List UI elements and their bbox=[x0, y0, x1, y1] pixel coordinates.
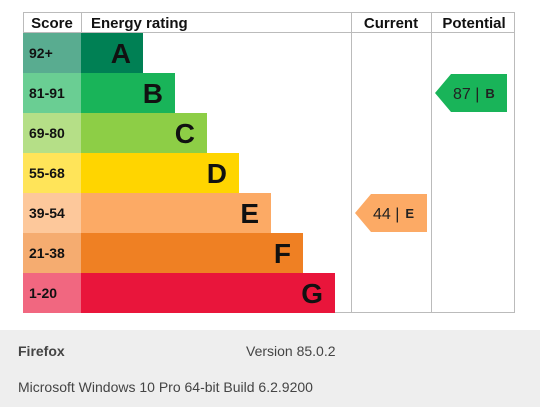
potential-arrow bbox=[435, 74, 507, 112]
rating-letter-f: F bbox=[274, 238, 291, 269]
rating-letter-g: G bbox=[301, 278, 323, 309]
score-cell-g bbox=[23, 273, 81, 313]
rating-letter-c: C bbox=[175, 118, 195, 149]
rating-bar-f bbox=[81, 233, 303, 273]
header-energy-rating: Energy rating bbox=[91, 15, 188, 32]
operating-system: Microsoft Windows 10 Pro 64-bit Build 6.… bbox=[18, 379, 313, 395]
score-label-f: 21-38 bbox=[29, 245, 65, 261]
score-label-d: 55-68 bbox=[29, 165, 65, 181]
score-cell-a bbox=[23, 33, 81, 73]
header-current: Current bbox=[364, 15, 418, 32]
rating-letter-d: D bbox=[207, 158, 227, 189]
browser-name: Firefox bbox=[18, 343, 65, 359]
score-label-c: 69-80 bbox=[29, 125, 65, 141]
score-label-b: 81-91 bbox=[29, 85, 65, 101]
browser-info-panel: Firefox Version 85.0.2 Microsoft Windows… bbox=[0, 330, 540, 407]
score-label-a: 92+ bbox=[29, 45, 53, 61]
rating-bar-a bbox=[81, 33, 143, 73]
rating-letter-b: B bbox=[143, 78, 163, 109]
rating-bar-g bbox=[81, 273, 335, 313]
score-cell-f bbox=[23, 233, 81, 273]
rating-bar-c bbox=[81, 113, 207, 153]
current-letter: E bbox=[405, 206, 414, 221]
energy-rating-chart: Score Energy rating Current Potential 92… bbox=[23, 12, 515, 313]
score-cell-d bbox=[23, 153, 81, 193]
header-potential: Potential bbox=[442, 15, 505, 32]
current-value: 44 | bbox=[373, 206, 399, 223]
rating-bar-d bbox=[81, 153, 239, 193]
rating-bar-e bbox=[81, 193, 271, 233]
rating-bar-b bbox=[81, 73, 175, 113]
browser-version: Version 85.0.2 bbox=[246, 343, 336, 359]
potential-value: 87 | bbox=[453, 86, 479, 103]
rating-arrows: 44 | E 87 | B bbox=[355, 74, 507, 232]
current-arrow bbox=[355, 194, 427, 232]
rating-bands: 92+ A 81-91 B 69-80 C 55-68 D 39-54 E 21-38 F 1-20 G bbox=[23, 33, 335, 313]
score-cell-c bbox=[23, 113, 81, 153]
score-label-g: 1-20 bbox=[29, 285, 57, 301]
rating-letter-e: E bbox=[240, 198, 259, 229]
header-score: Score bbox=[31, 15, 73, 32]
score-cell-e bbox=[23, 193, 81, 233]
score-label-e: 39-54 bbox=[29, 205, 65, 221]
score-cell-b bbox=[23, 73, 81, 113]
rating-letter-a: A bbox=[111, 38, 131, 69]
potential-letter: B bbox=[485, 86, 494, 101]
